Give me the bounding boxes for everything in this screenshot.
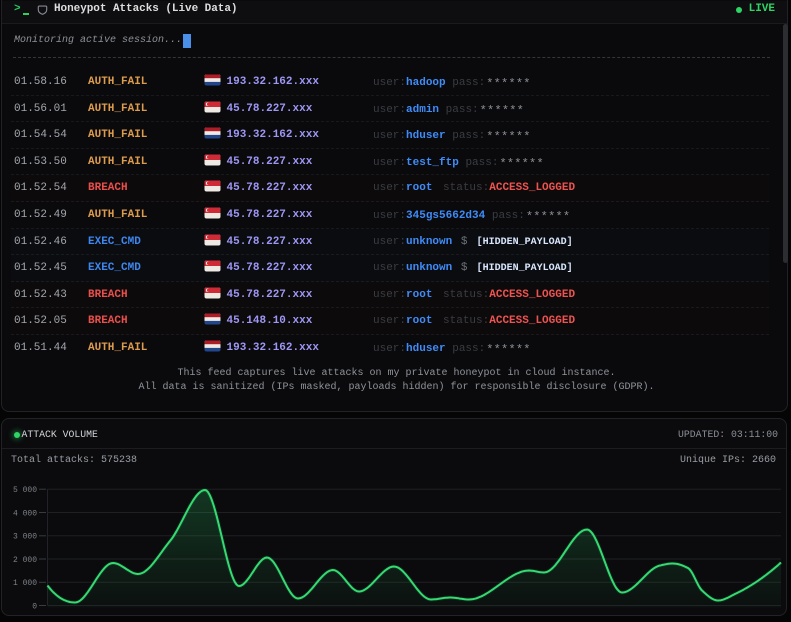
svg-text:5 000: 5 000	[13, 486, 37, 495]
svg-text:2 000: 2 000	[13, 556, 37, 565]
svg-text:0: 0	[32, 602, 37, 611]
svg-text:4 000: 4 000	[13, 509, 37, 518]
svg-text:1 000: 1 000	[13, 579, 37, 588]
svg-text:3 000: 3 000	[13, 533, 37, 542]
